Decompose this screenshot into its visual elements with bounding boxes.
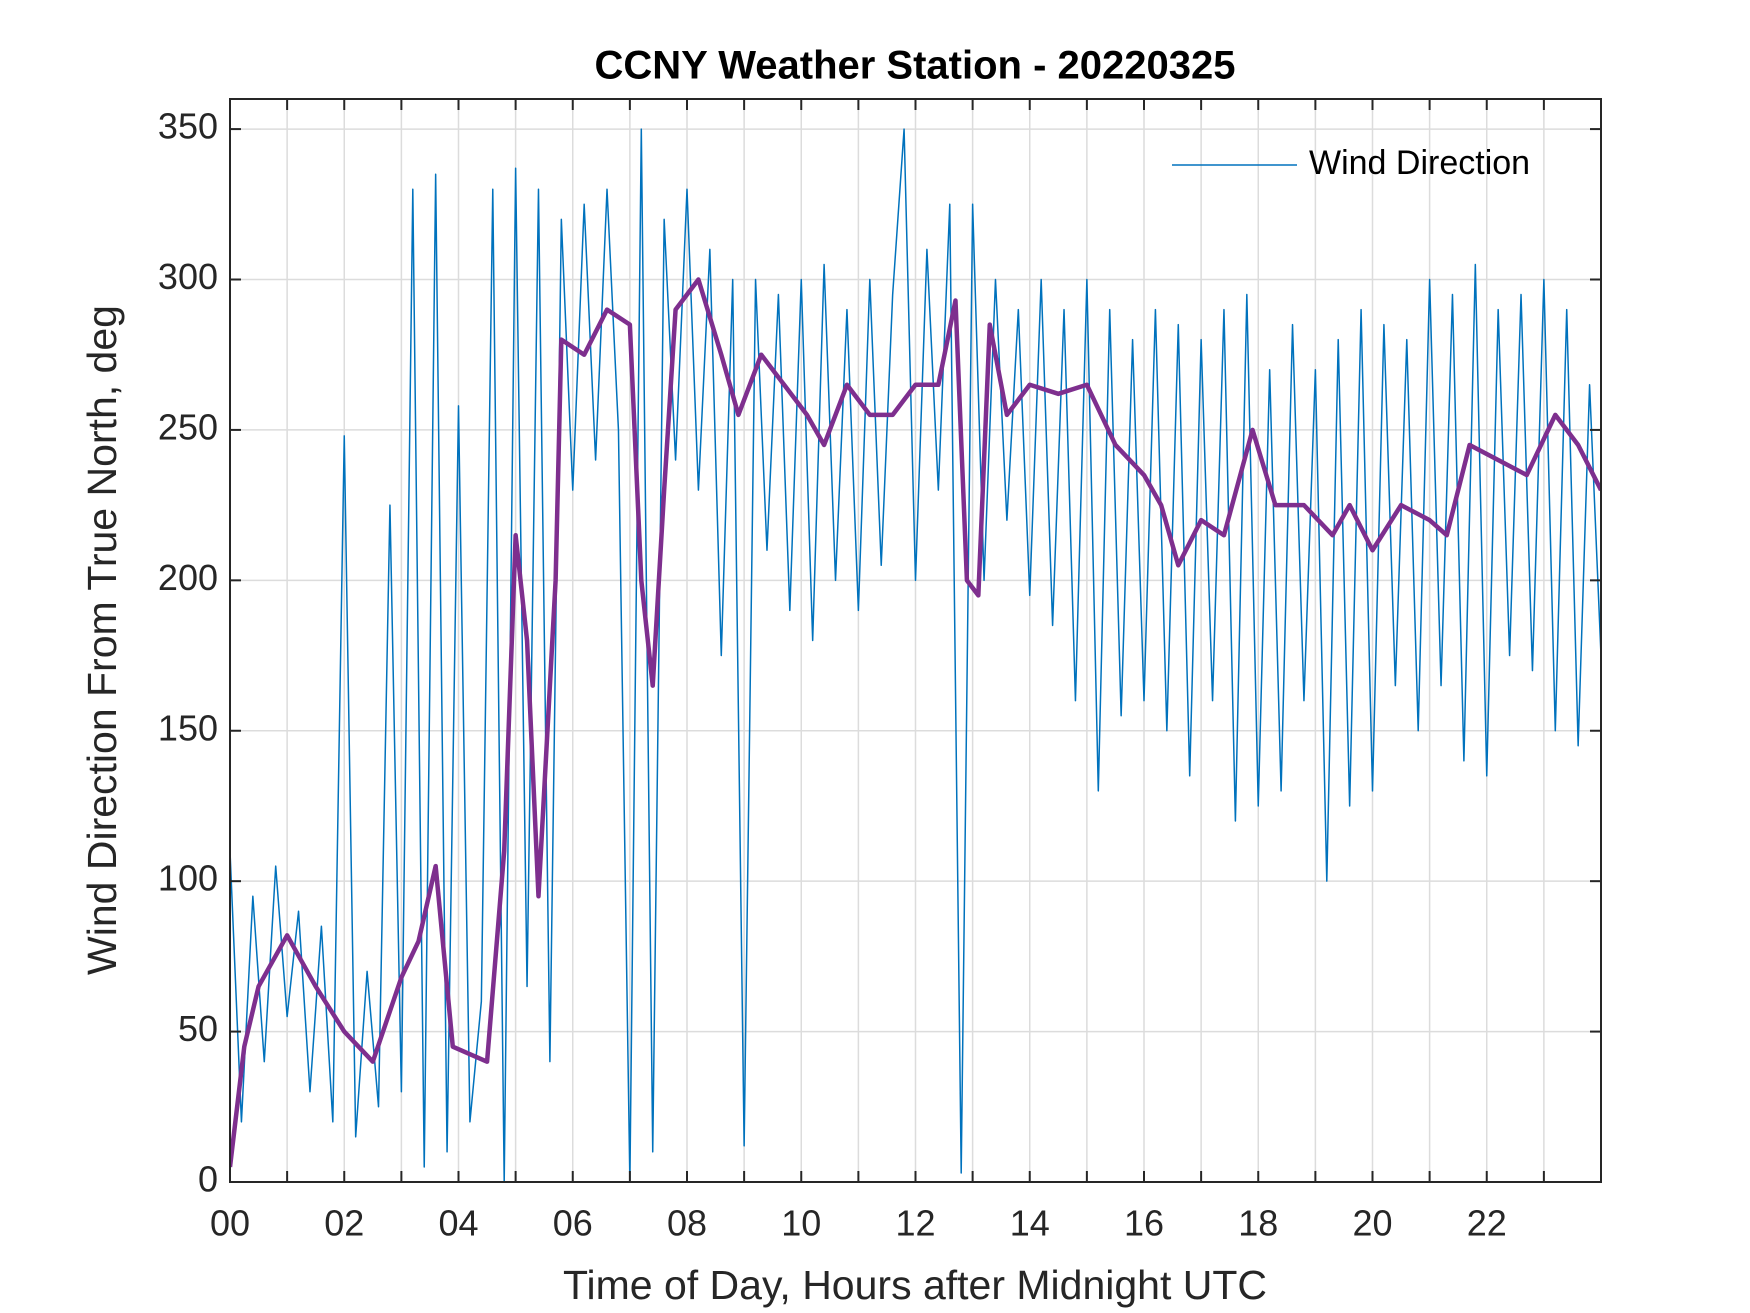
data-line — [230, 277, 1601, 1168]
y-tick-label: 0 — [198, 1159, 218, 1200]
y-tick-label: 250 — [158, 406, 218, 447]
chart-title: CCNY Weather Station - 20220325 — [595, 44, 1236, 88]
x-tick-label: 08 — [667, 1203, 707, 1244]
x-tick-label: 00 — [210, 1203, 250, 1244]
y-tick-label: 300 — [158, 256, 218, 297]
x-tick-label: 18 — [1238, 1203, 1278, 1244]
legend-label: Wind Direction — [1309, 144, 1530, 182]
x-tick-label: 06 — [553, 1203, 593, 1244]
x-axis-label: Time of Day, Hours after Midnight UTC — [563, 1262, 1267, 1308]
y-tick-label: 350 — [158, 106, 218, 147]
x-tick-label: 10 — [781, 1203, 821, 1244]
x-tick-label: 20 — [1352, 1203, 1392, 1244]
x-tick-label: 02 — [324, 1203, 364, 1244]
y-tick-label: 50 — [178, 1008, 218, 1049]
data-line — [230, 128, 1601, 1182]
x-tick-label: 22 — [1467, 1203, 1507, 1244]
y-tick-label: 100 — [158, 858, 218, 899]
y-axis-label: Wind Direction From True North, deg — [79, 305, 125, 975]
y-tick-label: 200 — [158, 557, 218, 598]
x-tick-label: 16 — [1124, 1203, 1164, 1244]
x-tick-label: 14 — [1010, 1203, 1050, 1244]
y-tick-label: 150 — [158, 707, 218, 748]
x-tick-label: 04 — [438, 1203, 478, 1244]
x-tick-label: 12 — [895, 1203, 935, 1244]
